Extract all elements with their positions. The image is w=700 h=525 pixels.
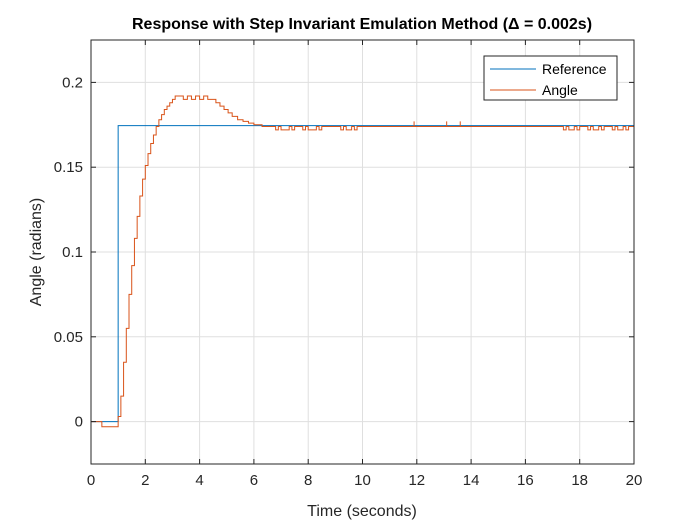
series-layer [91,95,635,428]
y-tick-label: 0.05 [54,329,83,346]
x-tick-label: 14 [463,472,480,489]
x-tick-label: 10 [354,472,371,489]
y-tick-label: 0.1 [62,244,83,261]
x-tick-label: 2 [141,472,149,489]
x-tick-label: 12 [408,472,425,489]
x-axis-label: Time (seconds) [307,503,417,520]
x-tick-label: 20 [626,472,643,489]
x-tick-label: 4 [195,472,203,489]
legend-label-angle: Angle [542,82,578,98]
x-tick-label: 0 [87,472,95,489]
legend-label-reference: Reference [542,61,607,77]
legend: Reference Angle [483,55,618,101]
chart-title: Response with Step Invariant Emulation M… [132,16,592,33]
y-axis-ticks: 0 0.05 0.1 0.15 0.2 [54,74,634,431]
y-axis-label: Angle (radians) [28,198,45,307]
legend-box [483,55,618,101]
x-axis-ticks: 0 2 4 6 8 10 12 14 16 18 20 [87,40,643,489]
y-tick-label: 0 [75,414,83,431]
x-tick-label: 8 [304,472,312,489]
series-line-reference [91,125,634,423]
series-line-angle [91,95,635,428]
y-tick-label: 0.15 [54,159,83,176]
x-tick-label: 6 [250,472,258,489]
x-tick-label: 16 [517,472,534,489]
x-tick-label: 18 [571,472,588,489]
y-tick-label: 0.2 [62,74,83,91]
